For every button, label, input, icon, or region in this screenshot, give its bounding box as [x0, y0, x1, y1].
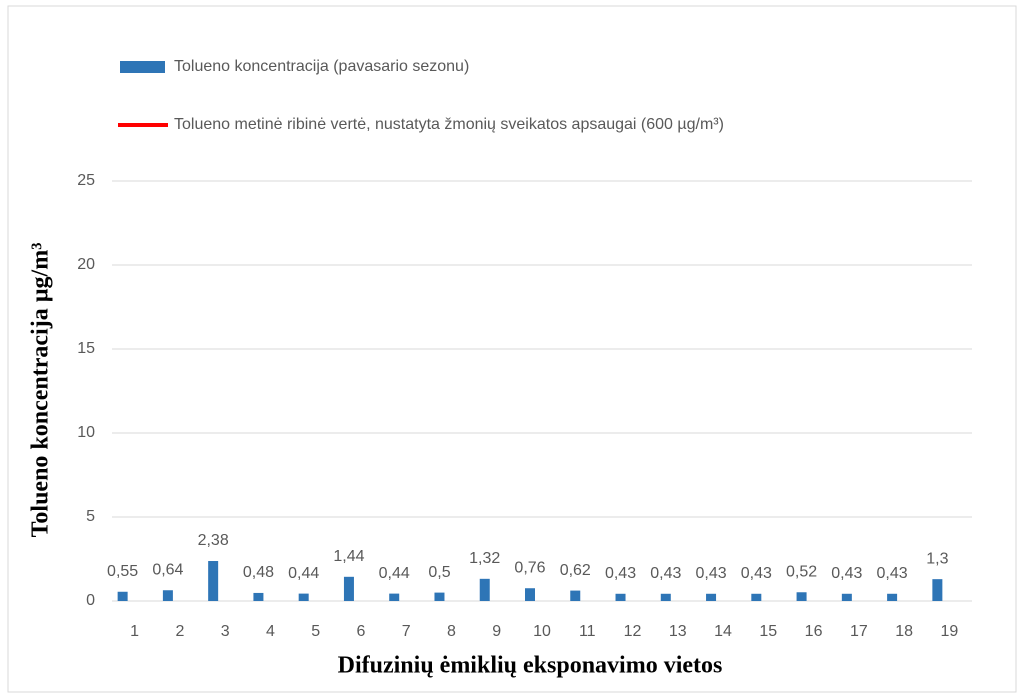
data-label: 0,43: [831, 565, 862, 582]
bar: [841, 593, 852, 601]
data-label: 0,44: [288, 565, 319, 582]
x-tick-label: 10: [533, 623, 551, 640]
data-label: 2,38: [198, 532, 229, 549]
bar: [615, 593, 626, 601]
bar: [706, 593, 717, 601]
x-tick-label: 11: [579, 623, 596, 640]
bar: [298, 593, 309, 601]
bar: [253, 592, 264, 601]
data-label: 0,52: [786, 563, 817, 580]
bar: [389, 593, 400, 601]
x-tick-label: 8: [447, 623, 456, 640]
x-tick-label: 18: [895, 623, 913, 640]
bar: [208, 561, 219, 601]
data-label: 0,43: [605, 565, 636, 582]
data-label: 0,76: [514, 559, 545, 576]
y-tick-label: 20: [77, 256, 95, 273]
bar: [117, 591, 128, 601]
y-tick-label: 0: [86, 592, 95, 609]
bar: [162, 590, 173, 601]
bar: [434, 592, 445, 601]
x-tick-label: 9: [492, 623, 501, 640]
y-tick-label: 5: [86, 508, 95, 525]
data-label: 0,62: [560, 562, 591, 579]
legend-swatch: [120, 61, 165, 73]
data-label: 0,44: [379, 565, 410, 582]
data-label: 0,48: [243, 564, 274, 581]
bar: [525, 588, 535, 601]
data-label: 0,64: [152, 561, 183, 578]
x-tick-label: 4: [266, 623, 275, 640]
data-label: 0,5: [428, 564, 450, 581]
x-tick-label: 15: [759, 623, 777, 640]
x-tick-label: 6: [356, 623, 365, 640]
data-label: 1,32: [469, 550, 500, 567]
bar: [932, 579, 943, 601]
y-tick-label: 15: [77, 340, 95, 357]
x-tick-label: 2: [175, 623, 184, 640]
bar: [479, 578, 490, 601]
bar: [887, 593, 898, 601]
data-label: 1,3: [926, 550, 948, 567]
x-tick-label: 1: [130, 623, 139, 640]
x-tick-label: 5: [311, 623, 320, 640]
data-label: 1,44: [333, 548, 364, 565]
x-tick-label: 3: [221, 623, 230, 640]
bar: [570, 590, 581, 601]
x-axis-title: Difuzinių ėmiklių eksponavimo vietos: [338, 653, 723, 679]
legend-label: Tolueno metinė ribinė vertė, nustatyta ž…: [174, 116, 724, 133]
data-label: 0,43: [741, 565, 772, 582]
y-axis-title: Tolueno koncentracija µg/m³: [28, 243, 54, 538]
x-tick-label: 7: [402, 623, 411, 640]
x-tick-label: 19: [940, 623, 958, 640]
bar: [660, 593, 671, 601]
data-label: 0,43: [877, 565, 908, 582]
x-tick-label: 16: [805, 623, 823, 640]
x-tick-label: 13: [669, 623, 687, 640]
x-tick-label: 17: [850, 623, 868, 640]
bar: [796, 592, 807, 601]
data-label: 0,43: [695, 565, 726, 582]
bar: [751, 593, 762, 601]
y-tick-label: 25: [77, 172, 95, 189]
x-tick-label: 14: [714, 623, 732, 640]
x-tick-label: 12: [624, 623, 642, 640]
y-tick-label: 10: [77, 424, 95, 441]
data-label: 0,43: [650, 565, 681, 582]
data-label: 0,55: [107, 563, 138, 580]
bar: [343, 576, 354, 601]
legend-label: Tolueno koncentracija (pavasario sezonu): [174, 58, 469, 75]
